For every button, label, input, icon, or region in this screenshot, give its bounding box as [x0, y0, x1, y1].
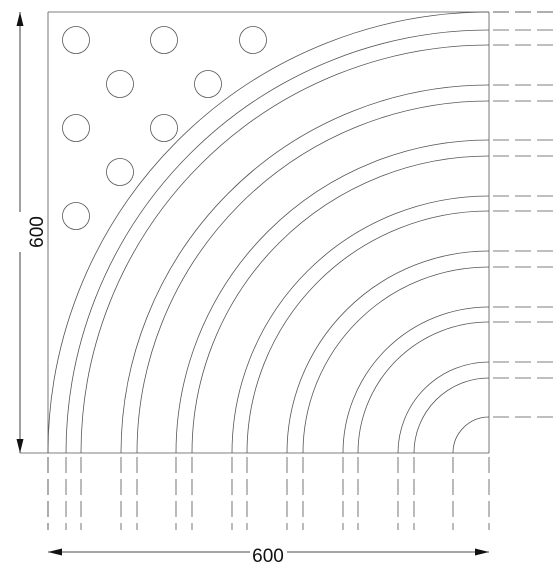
arc-14 [397, 361, 490, 454]
dot-4 [106, 70, 134, 98]
arc-12 [342, 306, 490, 454]
dot-9 [62, 202, 90, 230]
arc-8 [231, 195, 490, 454]
horizontal-dimension-label: 600 [252, 546, 284, 564]
concentric-arcs-group [47, 11, 490, 454]
dot-6 [62, 114, 90, 142]
arc-4 [120, 84, 490, 454]
arc-15 [413, 377, 490, 454]
vertical-dimension-label: 600 [27, 216, 48, 248]
arc-1 [47, 11, 490, 454]
dot-2 [150, 26, 178, 54]
arc-9 [246, 210, 490, 454]
arc-5 [136, 100, 490, 454]
dim-h-arrow-right [475, 548, 489, 556]
outer-frame [20, 11, 490, 454]
arc-6 [175, 139, 490, 454]
arc-10 [286, 250, 490, 454]
arc-11 [302, 266, 490, 454]
dim-v-arrow-bottom [16, 439, 24, 453]
arc-2 [65, 29, 490, 454]
dot-5 [194, 70, 222, 98]
arc-13 [357, 321, 490, 454]
dim-h-arrow-left [48, 548, 62, 556]
dim-v-arrow-top [16, 12, 24, 26]
dashed-extension-lines [47, 11, 554, 530]
arc-3 [80, 44, 490, 454]
arc-16 [452, 416, 490, 454]
dot-8 [106, 158, 134, 186]
dot-pattern [62, 26, 267, 230]
dimension-lines [16, 12, 489, 556]
dot-3 [239, 26, 267, 54]
dot-7 [150, 114, 178, 142]
arc-7 [191, 155, 490, 454]
dot-1 [62, 26, 90, 54]
